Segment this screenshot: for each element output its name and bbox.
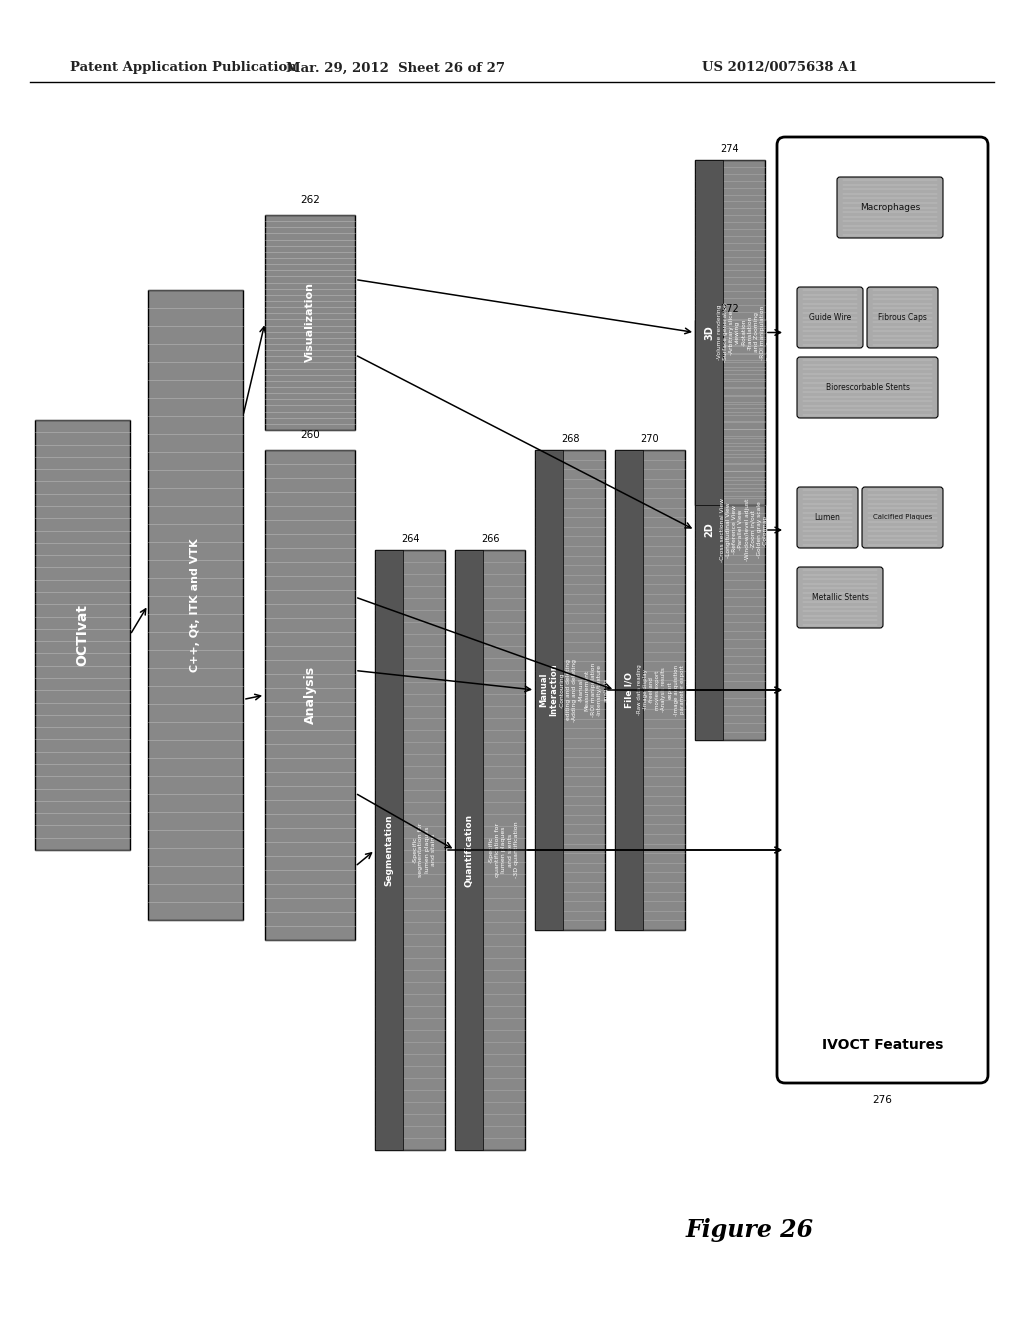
Text: 260: 260 [300, 430, 319, 440]
Text: -Specific
quantification for
lumen plaques
and stents
-3D quantification: -Specific quantification for lumen plaqu… [489, 821, 519, 878]
Text: -Specific
segmentation for
lumen plaques
and stains: -Specific segmentation for lumen plaques… [413, 822, 436, 876]
Text: 2D: 2D [705, 523, 714, 537]
FancyBboxPatch shape [777, 137, 988, 1082]
Bar [265, 450, 355, 940]
Text: 274: 274 [721, 144, 739, 154]
Text: -Contouring
editing and deleting
-Adding and deleting
-Manual
Measurement
-ROI m: -Contouring editing and deleting -Adding… [560, 659, 608, 722]
Text: Manual
Interaction: Manual Interaction [540, 664, 559, 717]
Bar [695, 160, 723, 506]
FancyBboxPatch shape [797, 286, 863, 348]
Bar [535, 450, 605, 931]
Text: Figure 26: Figure 26 [686, 1218, 814, 1242]
Text: Analysis: Analysis [303, 665, 316, 725]
Text: US 2012/0075638 A1: US 2012/0075638 A1 [702, 62, 858, 74]
Bar [615, 450, 643, 931]
FancyBboxPatch shape [797, 356, 938, 418]
Bar [375, 550, 403, 1150]
Text: C++, Qt, ITK and VTK: C++, Qt, ITK and VTK [190, 539, 201, 672]
Text: File I/O: File I/O [625, 672, 634, 708]
Text: Visualization: Visualization [305, 282, 315, 363]
FancyBboxPatch shape [797, 487, 858, 548]
Text: 264: 264 [400, 535, 419, 544]
Text: Segmentation: Segmentation [384, 814, 393, 886]
Text: Metallic Stents: Metallic Stents [812, 593, 868, 602]
Text: Guide Wire: Guide Wire [809, 313, 851, 322]
Bar [695, 319, 723, 741]
Text: Calcified Plaques: Calcified Plaques [872, 515, 932, 520]
Text: -Raw data reading
-Image display
-freehand
movies export
-Analysis results
expor: -Raw data reading -Image display -freeha… [637, 664, 691, 715]
FancyBboxPatch shape [867, 286, 938, 348]
Text: Fibrous Caps: Fibrous Caps [878, 313, 927, 322]
Bar [265, 215, 355, 430]
Text: 268: 268 [561, 434, 580, 444]
Text: 270: 270 [641, 434, 659, 444]
Text: 272: 272 [721, 304, 739, 314]
Bar [35, 420, 130, 850]
Bar [535, 450, 563, 931]
Bar [695, 160, 765, 506]
Text: 3D: 3D [705, 325, 714, 339]
Text: -Volume rendering
-Surface generation
-Arbitrary slice
viewing
-Rotation
-Transl: -Volume rendering -Surface generation -A… [717, 302, 771, 363]
Bar [455, 550, 525, 1150]
Text: 276: 276 [872, 1096, 893, 1105]
Text: Lumen: Lumen [814, 513, 841, 521]
Text: -Cross sectional View
-Longitudinal View
-Reference View
-Parallel View
-Window/: -Cross sectional View -Longitudinal View… [720, 498, 768, 562]
Text: Quantification: Quantification [465, 813, 473, 887]
Text: 262: 262 [300, 195, 319, 205]
Bar [455, 550, 483, 1150]
Bar [615, 450, 685, 931]
Bar [148, 290, 243, 920]
FancyBboxPatch shape [837, 177, 943, 238]
Text: Mar. 29, 2012  Sheet 26 of 27: Mar. 29, 2012 Sheet 26 of 27 [286, 62, 505, 74]
Text: Patent Application Publication: Patent Application Publication [70, 62, 297, 74]
Text: 266: 266 [480, 535, 500, 544]
FancyBboxPatch shape [797, 568, 883, 628]
Text: Macrophages: Macrophages [860, 203, 921, 213]
Bar [695, 319, 765, 741]
FancyBboxPatch shape [862, 487, 943, 548]
Text: Biorescorbable Stents: Biorescorbable Stents [825, 383, 909, 392]
Bar [375, 550, 445, 1150]
Text: OCTIvat: OCTIvat [76, 605, 89, 667]
Text: IVOCT Features: IVOCT Features [822, 1038, 943, 1052]
